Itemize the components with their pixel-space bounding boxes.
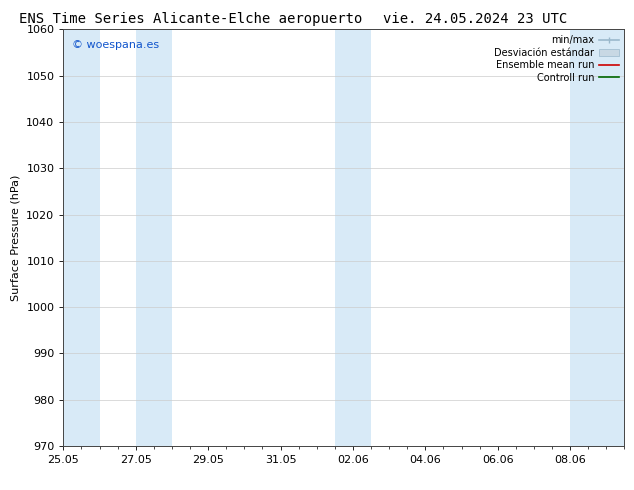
Bar	[335, 29, 371, 446]
Text: ENS Time Series Alicante-Elche aeropuerto: ENS Time Series Alicante-Elche aeropuert…	[18, 12, 362, 26]
Y-axis label: Surface Pressure (hPa): Surface Pressure (hPa)	[11, 174, 21, 301]
Bar	[63, 29, 100, 446]
Text: vie. 24.05.2024 23 UTC: vie. 24.05.2024 23 UTC	[384, 12, 567, 26]
Bar	[570, 29, 624, 446]
Bar	[136, 29, 172, 446]
Legend: min/max, Desviación estándar, Ensemble mean run, Controll run: min/max, Desviación estándar, Ensemble m…	[491, 32, 621, 85]
Text: © woespana.es: © woespana.es	[72, 40, 159, 50]
